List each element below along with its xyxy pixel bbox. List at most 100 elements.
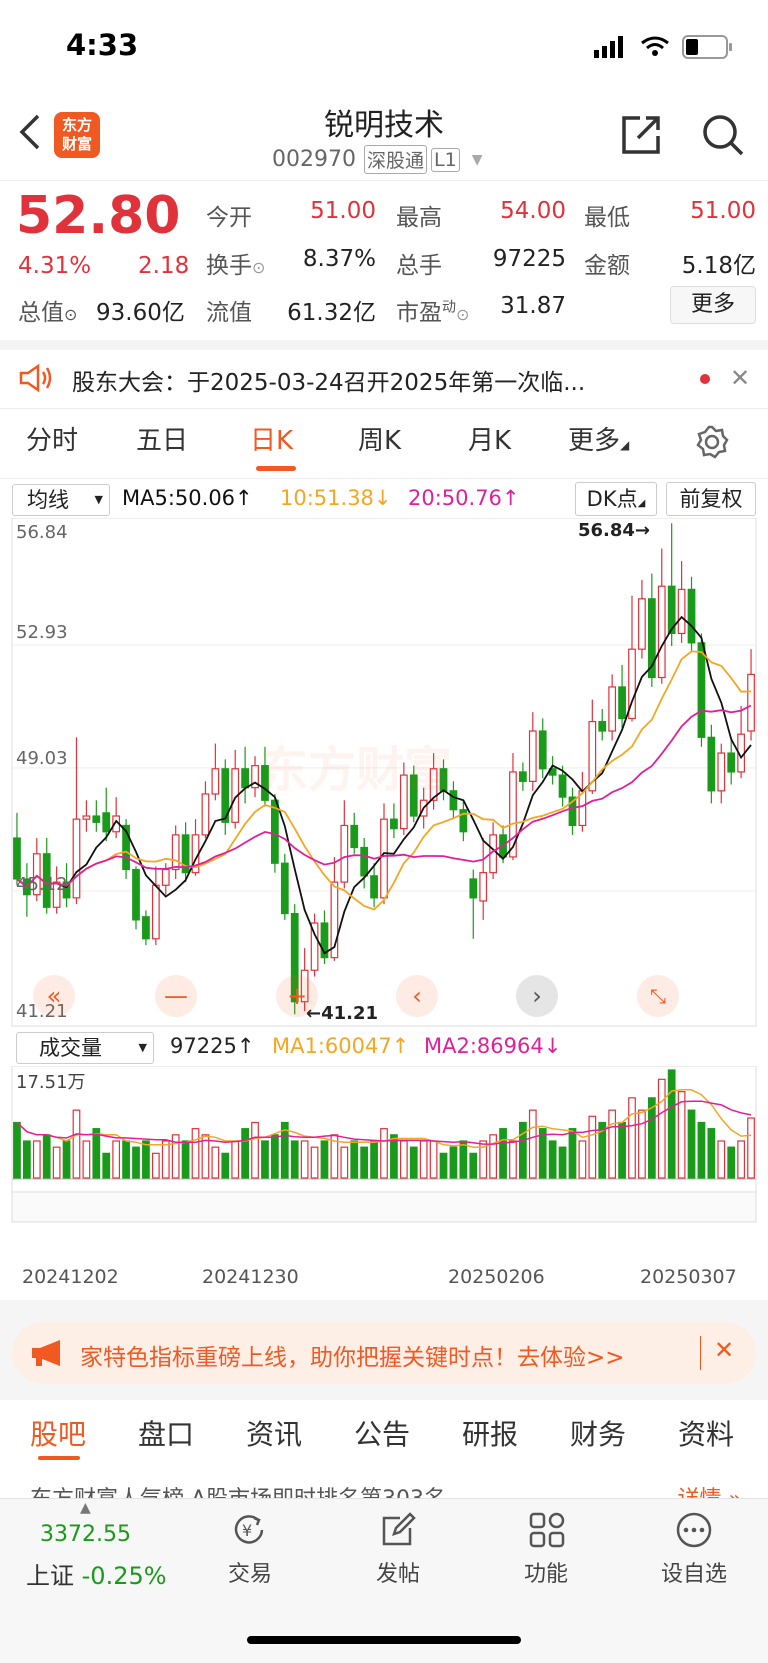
candlestick-chart[interactable]	[0, 518, 768, 1028]
candle-body	[608, 686, 617, 732]
index-expand-icon[interactable]: ▲	[80, 1500, 91, 1516]
candle-body	[598, 720, 607, 732]
tab-pankou[interactable]: 盘口	[138, 1418, 195, 1451]
tab-finance[interactable]: 财务	[570, 1418, 627, 1451]
zoom-in-icon[interactable]: +	[276, 975, 318, 1017]
candle-body	[92, 815, 101, 823]
nav-post[interactable]: 发帖	[375, 1562, 420, 1587]
next-icon[interactable]: ›	[516, 975, 558, 1017]
ticker-peek: 东方财富人气榜 A股市场即时排名第303名详情 »	[30, 1484, 750, 1498]
tab-guba[interactable]: 股吧	[30, 1418, 87, 1451]
index-row[interactable]: 上证 -0.25%	[26, 1556, 167, 1591]
zoom-out-icon[interactable]: —	[155, 975, 197, 1017]
volume-bar	[23, 1140, 31, 1179]
app-logo: 东方 财富	[54, 112, 100, 158]
candle-body	[469, 878, 478, 899]
close-icon[interactable]: ✕	[730, 364, 751, 392]
pe-label: 市盈动⊙	[396, 299, 470, 326]
candle-body	[13, 837, 21, 880]
volume-bar	[142, 1140, 150, 1179]
volume-selector[interactable]: 成交量 ▼	[16, 1032, 154, 1064]
prev-icon[interactable]: ‹	[396, 975, 438, 1017]
adjust-button[interactable]: 前复权	[666, 482, 756, 516]
tab-monthly-k[interactable]: 月K	[468, 426, 512, 456]
candle-body	[122, 824, 130, 871]
candle-body	[667, 585, 676, 635]
volume-label: 总手	[396, 253, 442, 279]
candle-body	[558, 774, 567, 798]
volume-bar	[608, 1109, 617, 1179]
search-icon[interactable]	[700, 112, 746, 162]
candle-body	[82, 815, 91, 820]
promo-banner[interactable]: 家特色指标重磅上线，助你把握关键时点！去体验>> ✕	[12, 1322, 756, 1384]
tab-more[interactable]: 更多◢	[568, 426, 630, 456]
candle-body	[181, 834, 190, 874]
volume-value: 97225	[492, 246, 566, 272]
tab-weekly-k[interactable]: 周K	[358, 426, 402, 456]
tab-five-day[interactable]: 五日	[136, 426, 189, 456]
promo-close-icon[interactable]: ✕	[714, 1336, 735, 1364]
volume-bar	[13, 1121, 21, 1179]
volume-bar	[628, 1097, 636, 1179]
volume-bar	[271, 1134, 279, 1179]
notice-bar[interactable]: 股东大会：于2025-03-24召开2025年第一次临... ✕	[0, 350, 768, 408]
home-indicator	[247, 1636, 521, 1644]
amount-label: 金额	[584, 253, 630, 279]
candle-body	[241, 768, 249, 789]
ma-selector[interactable]: 均线 ▼	[12, 484, 110, 516]
candle-body	[568, 796, 577, 827]
volume-chart[interactable]	[0, 1066, 768, 1258]
dk-button[interactable]: DK点◢	[575, 482, 657, 516]
volume-bar	[489, 1134, 497, 1179]
post-icon[interactable]	[378, 1510, 418, 1554]
volume-bar	[538, 1128, 547, 1179]
function-icon[interactable]	[527, 1510, 567, 1554]
candle-body	[62, 881, 71, 899]
settings-icon[interactable]	[694, 424, 730, 464]
volume-bar	[261, 1140, 269, 1179]
volume-bar	[479, 1140, 488, 1179]
volume-bar	[290, 1140, 299, 1179]
volume-bar	[519, 1121, 527, 1179]
volume-bar	[340, 1146, 349, 1179]
nav-function[interactable]: 功能	[523, 1562, 568, 1587]
index-value[interactable]: 3372.55	[40, 1522, 131, 1547]
dropdown-icon[interactable]: ▼	[471, 151, 483, 168]
volume-bar	[112, 1140, 121, 1179]
candle-body	[717, 752, 726, 792]
change-amt: 2.18	[138, 253, 190, 279]
nav-add-watchlist[interactable]: 设自选	[660, 1562, 727, 1587]
pe-value: 31.87	[500, 293, 566, 319]
tab-daily-k[interactable]: 日K	[250, 426, 294, 456]
volume-bar	[132, 1146, 140, 1179]
tab-news[interactable]: 资讯	[246, 1418, 303, 1451]
share-icon[interactable]	[618, 112, 664, 162]
tab-announcement[interactable]: 公告	[354, 1418, 411, 1451]
volume-bar	[390, 1134, 398, 1179]
candle-body	[538, 730, 547, 770]
candle-body	[370, 875, 378, 899]
candle-body	[638, 598, 646, 650]
tab-intraday[interactable]: 分时	[26, 426, 79, 456]
more-button[interactable]: 更多	[670, 286, 756, 324]
candle-body	[677, 588, 686, 635]
trade-icon[interactable]: ¥	[228, 1510, 272, 1554]
candle-body	[171, 834, 180, 871]
nav-trade[interactable]: 交易	[227, 1562, 272, 1587]
tab-profile[interactable]: 资料	[678, 1418, 735, 1451]
sgt-badge: 深股通	[363, 145, 427, 174]
change-pct: 4.31%	[18, 253, 92, 279]
tab-research[interactable]: 研报	[462, 1418, 519, 1451]
volume-bar	[171, 1134, 180, 1179]
fullscreen-icon[interactable]: ⤡	[637, 975, 679, 1017]
back-icon[interactable]	[16, 112, 42, 162]
watermark: 东方财富	[260, 742, 453, 798]
notice-text: 股东大会：于2025-03-24召开2025年第一次临...	[72, 370, 586, 396]
volume-bar	[439, 1152, 448, 1179]
index-change: -0.25%	[81, 1562, 167, 1590]
float-label: 流值	[206, 300, 252, 326]
rewind-icon[interactable]: «	[33, 975, 75, 1017]
watchlist-icon[interactable]	[674, 1510, 714, 1554]
candle-body	[52, 881, 61, 908]
candle-body	[211, 768, 220, 795]
